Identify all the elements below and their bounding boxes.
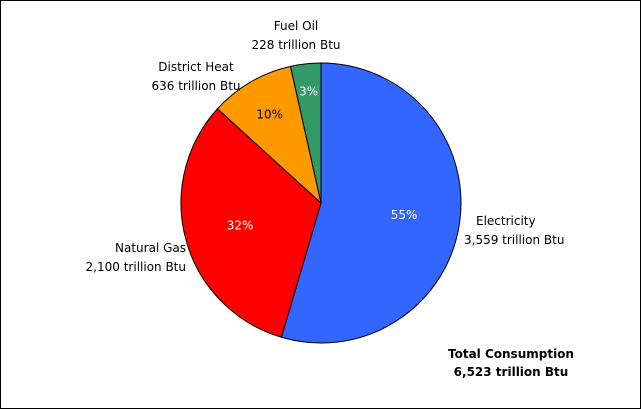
slice-label-electricity: Electricity 3,559 trillion Btu bbox=[464, 212, 629, 250]
slice-name-district-heat: District Heat bbox=[158, 60, 234, 74]
slice-value-natural-gas: 2,100 trillion Btu bbox=[85, 260, 186, 274]
percent-label-natural-gas: 32% bbox=[227, 219, 254, 233]
slice-value-fuel-oil: 228 trillion Btu bbox=[251, 38, 341, 52]
slice-label-natural-gas: Natural Gas 2,100 trillion Btu bbox=[21, 239, 186, 277]
slice-name-natural-gas: Natural Gas bbox=[115, 241, 186, 255]
slice-value-district-heat: 636 trillion Btu bbox=[151, 79, 241, 93]
pie-slice-fuel-oil bbox=[289, 62, 322, 204]
slice-value-electricity: 3,559 trillion Btu bbox=[464, 233, 565, 247]
total-consumption-value: 6,523 trillion Btu bbox=[453, 365, 569, 379]
total-consumption: Total Consumption 6,523 trillion Btu bbox=[426, 345, 596, 381]
pie-slice-district-heat bbox=[216, 65, 322, 205]
slice-name-fuel-oil: Fuel Oil bbox=[273, 19, 319, 33]
pie-slice-electricity bbox=[280, 62, 462, 344]
slice-label-district-heat: District Heat 636 trillion Btu bbox=[121, 58, 271, 96]
pie-slice-natural-gas bbox=[180, 108, 322, 338]
slice-name-electricity: Electricity bbox=[476, 214, 536, 228]
slice-label-fuel-oil: Fuel Oil 228 trillion Btu bbox=[221, 17, 371, 55]
total-consumption-label: Total Consumption bbox=[448, 347, 574, 361]
percent-label-district-heat: 10% bbox=[256, 108, 283, 122]
percent-label-electricity: 55% bbox=[391, 208, 418, 222]
percent-label-fuel-oil: 3% bbox=[299, 85, 318, 99]
